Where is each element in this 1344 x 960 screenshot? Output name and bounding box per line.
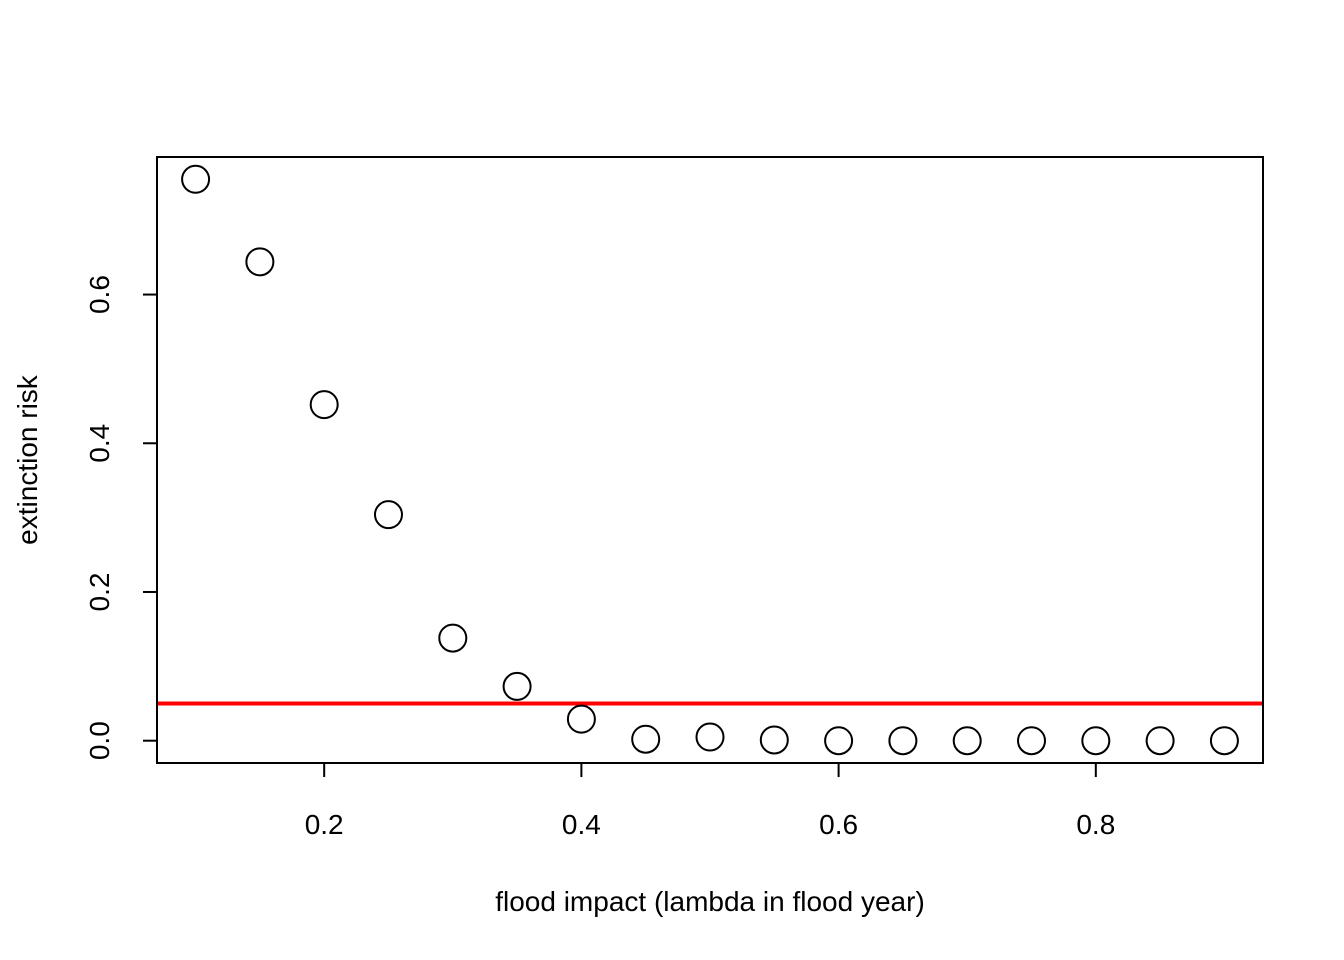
data-point bbox=[1209, 726, 1239, 756]
data-point bbox=[695, 722, 725, 752]
y-tick-label: 0.0 bbox=[84, 721, 115, 760]
data-point bbox=[824, 726, 854, 756]
x-tick-label: 0.6 bbox=[819, 809, 858, 840]
data-point bbox=[1081, 726, 1111, 756]
data-point bbox=[309, 390, 339, 420]
data-point bbox=[631, 724, 661, 754]
data-point bbox=[502, 671, 532, 701]
x-axis-label: flood impact (lambda in flood year) bbox=[495, 886, 925, 917]
y-tick-label: 0.6 bbox=[84, 275, 115, 314]
data-point bbox=[373, 500, 403, 530]
data-point bbox=[438, 623, 468, 653]
data-point bbox=[952, 726, 982, 756]
y-axis-label: extinction risk bbox=[12, 374, 43, 545]
data-point bbox=[888, 726, 918, 756]
data-point bbox=[181, 164, 211, 194]
plot-frame bbox=[156, 156, 1264, 764]
axes: 0.2 0.4 0.6 0.8 0.0 0.2 0.4 0.6 bbox=[84, 156, 1264, 840]
y-tick-label: 0.2 bbox=[84, 573, 115, 612]
data-point bbox=[1017, 726, 1047, 756]
x-tick-label: 0.2 bbox=[305, 809, 344, 840]
data-point bbox=[1145, 726, 1175, 756]
y-tick-label: 0.4 bbox=[84, 424, 115, 463]
data-point bbox=[566, 704, 596, 734]
x-tick-label: 0.8 bbox=[1076, 809, 1115, 840]
data-point bbox=[759, 725, 789, 755]
plot-area bbox=[157, 164, 1263, 756]
x-tick-label: 0.4 bbox=[562, 809, 601, 840]
data-point bbox=[245, 247, 275, 277]
